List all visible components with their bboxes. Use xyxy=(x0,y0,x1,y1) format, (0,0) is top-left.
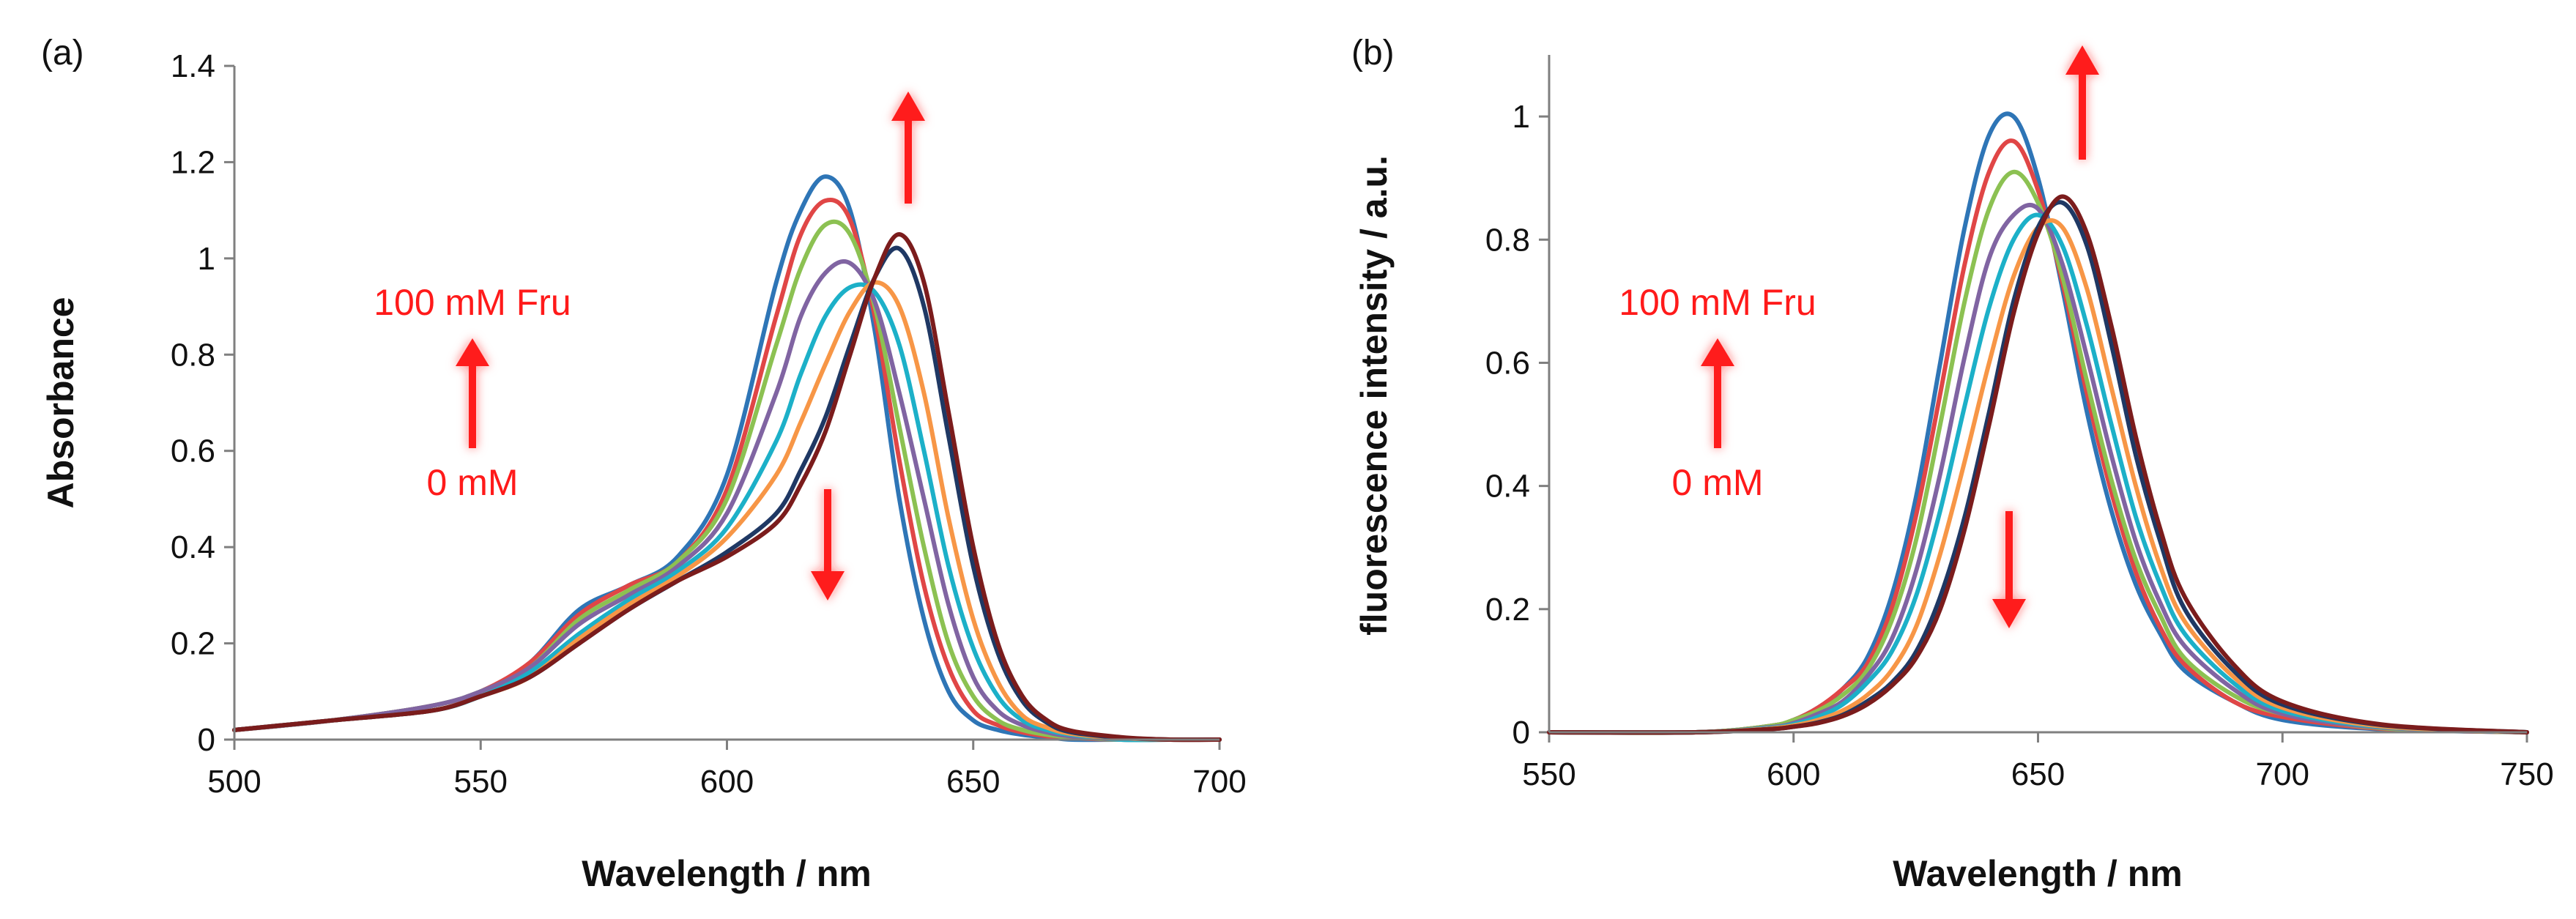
x-tick-label: 500 xyxy=(207,764,261,800)
y-tick-label: 1 xyxy=(1512,99,1530,135)
y-tick-label: 0.6 xyxy=(1485,345,1530,381)
panel-a-y-ticks: 0 0.2 0.4 0.6 0.8 1 1.2 1.4 xyxy=(171,48,234,758)
panel-b-annotation-top: 100 mM Fru xyxy=(1619,282,1816,323)
x-tick-label: 700 xyxy=(1192,764,1246,800)
series-line-4 xyxy=(232,259,1222,743)
x-tick-label: 700 xyxy=(2256,756,2309,792)
y-tick-label: 0.4 xyxy=(171,529,215,565)
panel-a-annotation-bottom: 0 mM xyxy=(427,462,519,503)
panel-b: (b) 0 0.2 0.4 0.6 0.8 1 550 600 650 700 750 Wavel… xyxy=(1351,34,2554,894)
x-tick-label: 600 xyxy=(700,764,754,800)
panel-b-increase-arrow-up xyxy=(2065,45,2099,160)
panel-b-decrease-arrow-down xyxy=(1992,511,2026,628)
y-tick-label: 1 xyxy=(198,241,215,277)
y-tick-label: 1.2 xyxy=(171,144,215,180)
panel-b-x-ticks: 550 600 650 700 750 xyxy=(1522,732,2554,792)
x-tick-label: 550 xyxy=(454,764,508,800)
panel-b-y-ticks: 0 0.2 0.4 0.6 0.8 1 xyxy=(1485,99,1549,751)
y-tick-label: 0 xyxy=(1512,715,1530,751)
y-tick-label: 0.8 xyxy=(171,337,215,373)
panel-a: (a) 0 0.2 0.4 0.6 0.8 1 1.2 1.4 500 550 600 650 700… xyxy=(40,34,1247,894)
panel-a-increase-arrow-up xyxy=(891,92,925,204)
panel-a-y-axis-title: Absorbance xyxy=(40,297,81,509)
y-tick-label: 1.4 xyxy=(171,48,215,84)
panel-b-label: (b) xyxy=(1351,34,1395,72)
panel-b-y-axis-title: fluorescence intensity / a.u. xyxy=(1354,155,1395,636)
series-line-3 xyxy=(1547,169,2529,735)
series-line-8 xyxy=(232,232,1222,743)
x-tick-label: 650 xyxy=(2011,756,2065,792)
panel-b-x-axis-title: Wavelength / nm xyxy=(1893,853,2182,894)
panel-a-label: (a) xyxy=(41,34,84,72)
series-line-1 xyxy=(232,174,1222,743)
series-line-5 xyxy=(1547,212,2529,735)
y-tick-label: 0.2 xyxy=(1485,592,1530,628)
panel-a-legend-arrow-up xyxy=(456,338,489,448)
panel-a-x-axis-title: Wavelength / nm xyxy=(582,853,871,894)
series-line-8 xyxy=(1547,194,2529,735)
x-tick-label: 650 xyxy=(946,764,1000,800)
x-tick-label: 750 xyxy=(2500,756,2553,792)
x-tick-label: 550 xyxy=(1522,756,1575,792)
series-line-4 xyxy=(1547,202,2529,735)
panel-b-curves xyxy=(1547,111,2529,735)
y-tick-label: 0.6 xyxy=(171,434,215,469)
panel-a-x-ticks: 500 550 600 650 700 xyxy=(207,740,1247,800)
panel-a-annotation-top: 100 mM Fru xyxy=(374,282,571,323)
panel-b-annotation-bottom: 0 mM xyxy=(1672,462,1764,503)
y-tick-label: 0.8 xyxy=(1485,222,1530,258)
series-line-2 xyxy=(1547,138,2529,735)
x-tick-label: 600 xyxy=(1767,756,1820,792)
y-tick-label: 0 xyxy=(198,722,215,758)
y-tick-label: 0.4 xyxy=(1485,469,1530,505)
panel-b-legend-arrow-up xyxy=(1701,338,1734,448)
y-tick-label: 0.2 xyxy=(171,626,215,662)
panel-a-curves xyxy=(232,174,1222,743)
series-line-5 xyxy=(232,282,1222,743)
panel-a-decrease-arrow-down xyxy=(811,489,845,600)
